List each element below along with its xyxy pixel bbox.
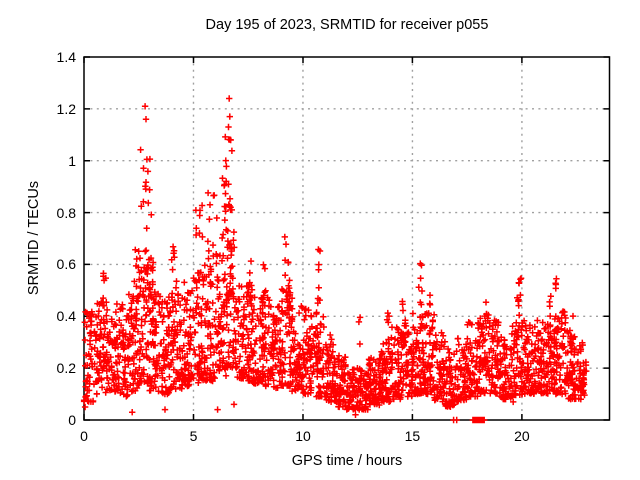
x-axis-label: GPS time / hours (291, 453, 403, 469)
x-tick-label: 20 (514, 428, 530, 444)
plot-border (83, 56, 611, 421)
x-tick-label: 10 (295, 428, 311, 444)
x-tick-label: 0 (80, 428, 88, 444)
x-tick-label: 15 (404, 428, 421, 444)
y-tick-label: 1.4 (56, 49, 76, 65)
chart-title: Day 195 of 2023, SRMTID for receiver p05… (205, 17, 489, 33)
y-tick-label: 1 (68, 152, 76, 169)
y-tick-label: 1.2 (56, 100, 76, 117)
y-tick-label: 0.2 (56, 360, 76, 377)
y-tick-label: 0.6 (56, 256, 76, 273)
y-tick-label: 0 (68, 412, 76, 428)
y-tick-label: 0.8 (56, 204, 76, 221)
y-tick-label: 0.4 (56, 308, 76, 325)
x-tick-label: 5 (189, 428, 198, 444)
scatter-points (80, 95, 590, 424)
